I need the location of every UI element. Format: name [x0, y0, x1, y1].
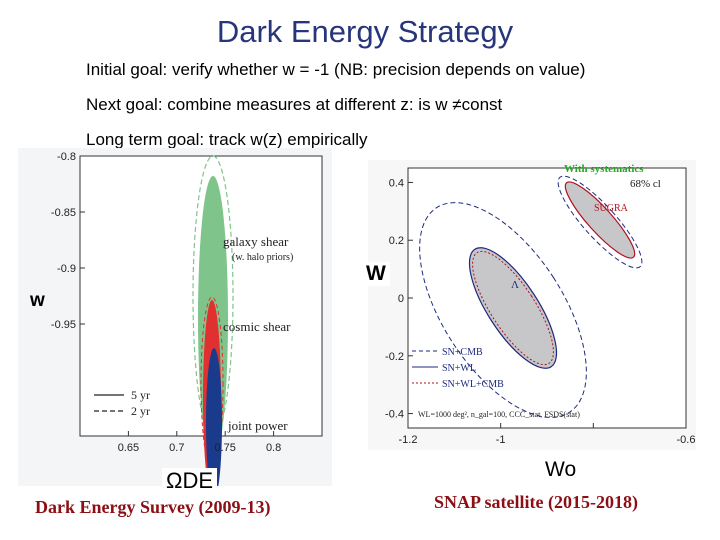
bullet-long-term-goal: Long term goal: track w(z) empirically [86, 130, 368, 149]
x-tick-label: -1 [496, 434, 506, 446]
y-tick-label: -0.95 [51, 319, 76, 331]
galaxy-shear-note: (w. halo priors) [232, 252, 293, 263]
cosmic-shear-label: cosmic shear [223, 319, 291, 334]
right-chart: With systematics 68% cl SUGRA Λ SN+CMB S… [368, 160, 696, 450]
x-tick-label: -0.6 [677, 434, 696, 446]
joint-power-label: joint power [227, 418, 288, 433]
left-legend: 5 yr 2 yr [94, 388, 150, 418]
x-tick-label: 0.75 [214, 442, 235, 454]
sn-cmb-contour [419, 202, 587, 418]
y-tick-label: -0.8 [57, 151, 76, 163]
sugra-outer-contour [557, 175, 643, 269]
left-chart: galaxy shear (w. halo priors) cosmic she… [18, 148, 332, 486]
bullet-initial-goal: Initial goal: verify whether w = -1 (NB:… [86, 60, 586, 79]
sugra-region [564, 181, 636, 259]
legend-sn-wl-cmb: SN+WL+CMB [442, 379, 504, 390]
sugra-label: SUGRA [594, 203, 629, 214]
right-legend: SN+CMB SN+WL SN+WL+CMB [412, 347, 504, 390]
y-tick-label: -0.9 [57, 263, 76, 275]
y-tick-label: 0.2 [389, 235, 404, 247]
legend-5yr: 5 yr [131, 388, 150, 402]
y-tick-label: -0.85 [51, 207, 76, 219]
left-caption: Dark Energy Survey (2009-13) [35, 497, 271, 517]
x-tick-label: 0.65 [118, 442, 139, 454]
left-y-axis-label: w [30, 290, 45, 311]
slide-title: Dark Energy Strategy [216, 14, 514, 49]
galaxy-shear-label: galaxy shear [223, 234, 289, 249]
legend-2yr: 2 yr [131, 404, 150, 418]
y-tick-label: 0.4 [389, 177, 404, 189]
right-caption: SNAP satellite (2015-2018) [434, 492, 638, 512]
lambda-label: Λ [511, 279, 519, 291]
legend-sn-wl: SN+WL [442, 363, 476, 374]
with-systematics-label: With systematics [564, 163, 644, 175]
bullet-next-goal: Next goal: combine measures at different… [86, 95, 503, 114]
left-x-axis-label: ΩDE [162, 468, 218, 494]
legend-sn-cmb: SN+CMB [442, 347, 483, 358]
right-footnote: WL=1000 deg², n_gal=100, CCC_stat, FSDS(… [418, 410, 580, 419]
x-tick-label: -1.2 [399, 434, 418, 446]
x-tick-label: 0.8 [266, 442, 281, 454]
joint-power-region [206, 348, 222, 486]
confidence-label: 68% cl [630, 178, 661, 190]
right-x-axis-label: Wo [545, 458, 577, 481]
y-tick-label: -0.2 [385, 351, 404, 363]
y-tick-label: 0 [398, 293, 404, 305]
sn-wl-contour [468, 247, 558, 369]
y-tick-label: -0.4 [385, 409, 404, 421]
sn-wl-cmb-contour [472, 250, 554, 366]
right-y-axis-label: W [362, 262, 390, 286]
x-tick-label: 0.7 [169, 442, 184, 454]
